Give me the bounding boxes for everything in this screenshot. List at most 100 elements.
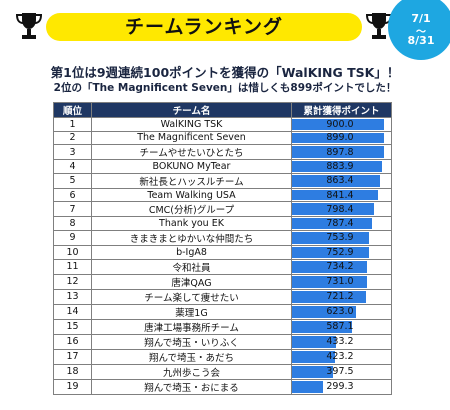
points-cell: 587.1 [291,318,392,335]
table-row: 19 翔んで埼玉・おにまる 299.3 [53,378,392,395]
table-row: 16 翔んで埼玉・いりふく 433.2 [53,333,392,350]
points-value: 897.8 [326,146,354,158]
rank-cell: 4 [53,159,92,174]
points-value: 753.9 [326,232,354,244]
points-value: 731.0 [326,276,354,288]
points-value: 423.2 [326,351,354,363]
table-row: 6 Team Walking USA 841.4 [53,187,392,203]
points-value: 734.2 [326,261,354,273]
points-cell: 423.2 [291,348,392,365]
points-cell: 397.5 [291,363,392,380]
rank-cell: 12 [53,273,92,290]
header-points: 累計獲得ポイント [291,102,392,118]
rank-cell: 3 [53,144,92,161]
points-cell: 897.8 [291,144,392,161]
points-bar [292,335,337,348]
team-name-cell: The Magnificent Seven [91,130,292,146]
points-bar [292,290,366,303]
team-name-cell: チームやせたいひとたち [91,144,292,161]
rank-cell: 14 [53,303,92,320]
points-bar [292,161,383,172]
table-header-row: 順位 チーム名 累計獲得ポイント [53,102,392,118]
team-name-cell: きまきまとゆかいな仲間たち [91,229,292,246]
period-start: 7/1 [411,12,431,25]
team-name-cell: 唐津QAG [91,273,292,290]
points-bar [292,320,352,333]
table-row: 7 CMC(分析)グループ 798.4 [53,201,392,218]
points-cell: 753.9 [291,229,392,246]
rank-cell: 2 [53,130,92,146]
rank-cell: 18 [53,363,92,380]
table-row: 18 九州歩こう会 397.5 [53,363,392,380]
points-value: 721.2 [326,291,354,303]
points-bar [292,380,323,393]
team-name-cell: チーム楽して痩せたい [91,288,292,305]
title-banner: チームランキング [15,8,393,44]
points-bar [292,119,384,130]
points-value: 623.0 [326,306,354,318]
points-bar [292,132,384,144]
points-cell: 863.4 [291,172,392,189]
table-row: 17 翔んで埼玉・あだち 423.2 [53,348,392,365]
table-row: 14 薬理1G 623.0 [53,303,392,320]
points-cell: 900.0 [291,117,392,132]
rank-cell: 11 [53,258,92,275]
rank-cell: 9 [53,229,92,246]
points-value: 752.9 [326,246,354,258]
points-cell: 731.0 [291,273,392,290]
team-name-cell: 翔んで埼玉・おにまる [91,378,292,395]
points-cell: 433.2 [291,333,392,350]
points-cell: 299.3 [291,378,392,395]
points-value: 587.1 [326,321,354,333]
team-name-cell: 九州歩こう会 [91,363,292,380]
page-title: チームランキング [125,16,283,38]
table-row: 10 b-IgA8 752.9 [53,244,392,260]
table-row: 8 Thank you EK 787.4 [53,216,392,231]
points-bar [292,146,384,159]
team-name-cell: 翔んで埼玉・いりふく [91,333,292,350]
team-name-cell: 新社長とハッスルチーム [91,172,292,189]
points-bar [292,174,381,187]
table-row: 9 きまきまとゆかいな仲間たち 753.9 [53,229,392,246]
header-rank: 順位 [53,102,92,118]
team-name-cell: 令和社員 [91,258,292,275]
period-separator: 〜 [416,27,426,38]
period-end: 8/31 [407,34,435,47]
rank-cell: 13 [53,288,92,305]
points-value: 899.0 [326,132,354,144]
team-name-cell: WalKING TSK [91,117,292,132]
subline: 2位の「The Magnificent Seven」は惜しくも899ポイントでし… [53,82,397,94]
table-row: 2 The Magnificent Seven 899.0 [53,130,392,146]
points-cell: 787.4 [291,216,392,231]
points-bar [292,305,356,318]
team-name-cell: 翔んで埼玉・あだち [91,348,292,365]
table-row: 12 唐津QAG 731.0 [53,273,392,290]
points-cell: 734.2 [291,258,392,275]
points-cell: 841.4 [291,187,392,203]
points-bar [292,203,374,216]
points-bar [292,275,367,288]
period-badge: 7/1 〜 8/31 [388,0,450,60]
table-row: 4 BOKUNO MyTear 883.9 [53,159,392,174]
table-row: 3 チームやせたいひとたち 897.8 [53,144,392,161]
points-value: 397.5 [326,366,354,378]
rank-cell: 15 [53,318,92,335]
ranking-table: 順位 チーム名 累計獲得ポイント 1 WalKING TSK 900.0 2 The M… [53,102,392,395]
rank-cell: 5 [53,172,92,189]
team-name-cell: CMC(分析)グループ [91,201,292,218]
team-name-cell: 唐津工場事務所チーム [91,318,292,335]
rank-cell: 17 [53,348,92,365]
points-bar [292,246,369,258]
points-bar [292,189,378,201]
points-cell: 798.4 [291,201,392,218]
points-value: 863.4 [326,175,354,187]
team-name-cell: 薬理1G [91,303,292,320]
headline: 第1位は9週連続100ポイントを獲得の「WalKING TSK」！ [50,65,400,80]
points-cell: 721.2 [291,288,392,305]
points-bar [292,365,333,378]
points-bar [292,231,370,244]
rank-cell: 16 [53,333,92,350]
points-value: 900.0 [326,118,354,130]
table-row: 11 令和社員 734.2 [53,258,392,275]
table-row: 15 唐津工場事務所チーム 587.1 [53,318,392,335]
